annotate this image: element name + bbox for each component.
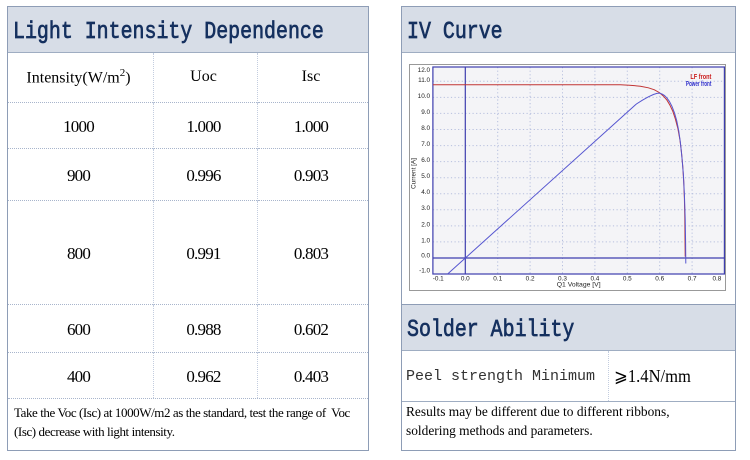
svg-text:Current [A]: Current [A] <box>411 158 418 189</box>
svg-text:9.0: 9.0 <box>421 109 430 116</box>
svg-text:8.0: 8.0 <box>421 125 430 132</box>
svg-text:0.7: 0.7 <box>688 275 697 282</box>
svg-text:0.2: 0.2 <box>526 275 535 282</box>
svg-text:7.0: 7.0 <box>421 141 430 148</box>
svg-text:10.0: 10.0 <box>418 93 431 100</box>
svg-text:2.0: 2.0 <box>421 221 430 228</box>
svg-text:11.0: 11.0 <box>418 77 430 84</box>
svg-text:6.0: 6.0 <box>421 157 430 164</box>
svg-text:0.1: 0.1 <box>493 275 502 282</box>
svg-text:12.0: 12.0 <box>418 67 431 74</box>
svg-text:0.6: 0.6 <box>655 275 664 282</box>
svg-text:3.0: 3.0 <box>421 205 430 212</box>
svg-text:0.8: 0.8 <box>712 275 721 282</box>
svg-text:Q1 Voltage [V]: Q1 Voltage [V] <box>557 281 601 288</box>
svg-text:Power front: Power front <box>686 81 712 88</box>
svg-text:0.0: 0.0 <box>421 252 430 259</box>
svg-text:0.4: 0.4 <box>590 275 599 282</box>
svg-text:5.0: 5.0 <box>421 173 430 180</box>
svg-text:-1.0: -1.0 <box>419 267 430 274</box>
svg-text:1.0: 1.0 <box>421 237 430 244</box>
svg-text:-0.1: -0.1 <box>433 275 444 282</box>
svg-text:LF front: LF front <box>690 74 712 81</box>
svg-text:0.0: 0.0 <box>461 275 470 282</box>
svg-text:4.0: 4.0 <box>421 189 430 196</box>
svg-text:0.3: 0.3 <box>558 275 567 282</box>
svg-text:0.5: 0.5 <box>623 275 632 282</box>
